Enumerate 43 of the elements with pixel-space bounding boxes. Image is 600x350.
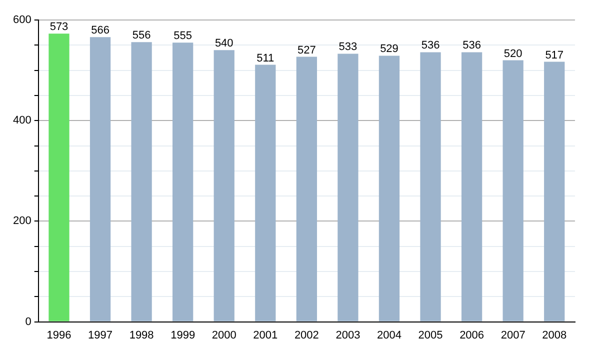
x-tick-label: 1996 [46,329,72,342]
x-tick-label: 1997 [88,329,113,342]
bar [131,42,152,322]
x-tick-label: 2006 [460,329,484,342]
y-tick-label: 200 [12,215,32,228]
bar [544,62,565,322]
data-label: 556 [132,30,151,42]
data-label: 536 [421,40,440,52]
data-label: 517 [545,49,564,62]
y-tick-label: 0 [25,316,32,328]
data-label: 527 [297,44,316,56]
data-label: 555 [174,30,192,42]
x-tick-label: 1999 [170,329,196,342]
data-label: 529 [380,43,398,56]
x-tick-label: 1998 [129,329,154,342]
bar [338,54,358,322]
y-tick-label: 400 [12,114,32,127]
y-tick-label: 600 [12,14,32,26]
data-label: 573 [50,21,68,34]
x-tick-label: 2005 [418,329,443,342]
x-tick-label: 2002 [294,329,319,342]
data-label: 520 [504,48,522,60]
x-tick-label: 2000 [212,329,236,342]
bar [214,50,234,322]
bar [255,64,276,322]
x-tick-label: 2001 [253,329,278,342]
bar [296,56,317,322]
bar [172,42,194,322]
data-label: 540 [214,38,234,50]
bar [502,60,524,322]
bar [90,37,111,322]
x-tick-label: 2003 [336,329,360,342]
data-label: 533 [338,41,358,54]
bar [461,52,482,322]
data-label: 566 [91,24,110,37]
data-label: 536 [462,40,481,52]
data-label: 511 [256,52,274,64]
x-tick-label: 2004 [376,329,402,342]
x-tick-label: 2007 [500,329,526,342]
bar [378,56,400,322]
bar [48,34,70,322]
bar [420,52,441,322]
x-tick-label: 2008 [542,329,567,342]
